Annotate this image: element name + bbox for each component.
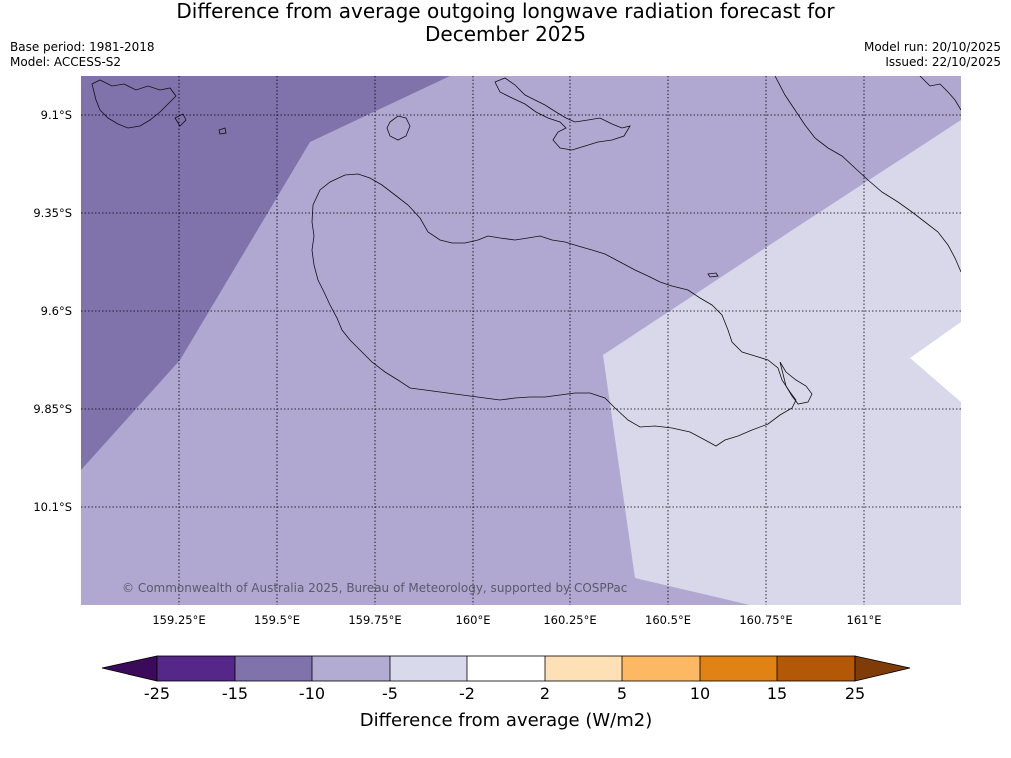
lon-label: 159.75°E <box>348 613 401 627</box>
lon-label: 160.75°E <box>739 613 792 627</box>
small-islet-coastline <box>707 272 719 278</box>
russell-islands-coastline <box>91 79 177 129</box>
map-title: Difference from average outgoing longwav… <box>0 0 1011 46</box>
colorbar-swatch <box>157 656 235 681</box>
meta-right: Model run: 20/10/2025 Issued: 22/10/2025 <box>864 40 1001 70</box>
colorbar-swatch <box>545 656 622 681</box>
colorbar-tick: 5 <box>617 684 627 703</box>
colorbar-tick: -10 <box>299 684 325 703</box>
colorbar-tick: 10 <box>690 684 710 703</box>
colorbar-tick: -25 <box>144 684 170 703</box>
meta-left: Base period: 1981-2018 Model: ACCESS-S2 <box>10 40 155 70</box>
colorbar-tick: -5 <box>382 684 398 703</box>
model-run: Model run: 20/10/2025 <box>863 40 1001 54</box>
guadalcanal-coastline <box>311 173 797 447</box>
colorbar-swatch <box>777 656 855 681</box>
lon-label: 161°E <box>847 613 882 627</box>
graticule <box>81 76 961 605</box>
russell-islet-2-coastline <box>218 127 227 135</box>
coastlines <box>91 76 961 447</box>
lon-label: 160°E <box>456 613 491 627</box>
longitude-labels: 159.25°E 159.5°E 159.75°E 160°E 160.25°E… <box>152 613 881 627</box>
lat-label: 10.1°S <box>33 500 72 514</box>
nggela-islands-coastline <box>494 77 631 151</box>
lon-label: 160.5°E <box>645 613 691 627</box>
lon-label: 159.25°E <box>152 613 205 627</box>
colorbar-tick: 15 <box>767 684 787 703</box>
title-line-2: December 2025 <box>425 22 586 46</box>
colorbar-swatch <box>700 656 777 681</box>
lat-label: 9.6°S <box>41 304 72 318</box>
latitude-labels: 9.1°S 9.35°S 9.6°S 9.85°S 10.1°S <box>33 108 72 514</box>
model-name: Model: ACCESS-S2 <box>10 55 122 69</box>
colorbar-label: Difference from average (W/m2) <box>360 710 652 731</box>
savo-island-coastline <box>386 115 411 141</box>
map-area: © Commonwealth of Australia 2025, Bureau… <box>81 76 961 605</box>
lat-label: 9.85°S <box>33 402 72 416</box>
marau-coastline <box>779 361 813 405</box>
colorbar: -25 -15 -10 -5 -2 2 5 10 15 25 Differenc… <box>101 655 911 731</box>
malaita-north-coastline <box>919 76 961 111</box>
lon-label: 159.5°E <box>254 613 300 627</box>
copyright-notice: © Commonwealth of Australia 2025, Bureau… <box>122 581 627 595</box>
lat-label: 9.35°S <box>33 206 72 220</box>
colorbar-tick: -15 <box>222 684 248 703</box>
colorbar-tick: 25 <box>845 684 865 703</box>
colorbar-tick: -2 <box>459 684 475 703</box>
colorbar-extend-low <box>101 655 158 682</box>
colorbar-swatch <box>312 656 390 681</box>
colorbar-extend-high <box>854 655 911 682</box>
anomaly-band-minus5-minus2 <box>603 120 961 605</box>
issued-date: Issued: 22/10/2025 <box>885 55 1001 69</box>
anomaly-band-neutral <box>910 322 961 402</box>
lon-label: 160.25°E <box>543 613 596 627</box>
colorbar-swatch <box>235 656 312 681</box>
lat-label: 9.1°S <box>41 108 72 122</box>
anomaly-band-below-minus10 <box>81 76 450 470</box>
colorbar-swatch <box>622 656 700 681</box>
colorbar-swatch <box>467 656 545 681</box>
base-period: Base period: 1981-2018 <box>10 40 155 54</box>
colorbar-swatch <box>390 656 467 681</box>
malaita-coastline <box>774 76 961 273</box>
colorbar-tick: 2 <box>540 684 550 703</box>
title-line-1: Difference from average outgoing longwav… <box>176 0 835 23</box>
